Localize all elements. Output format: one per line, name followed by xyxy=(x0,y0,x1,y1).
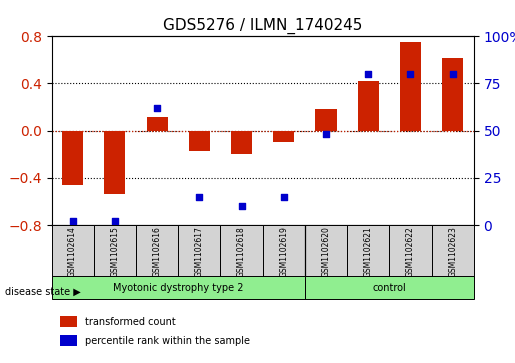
Text: GSM1102621: GSM1102621 xyxy=(364,226,373,277)
Point xyxy=(280,194,288,200)
Point xyxy=(406,71,415,77)
Text: GSM1102623: GSM1102623 xyxy=(448,226,457,277)
Bar xyxy=(104,131,125,195)
Point xyxy=(449,71,457,77)
FancyBboxPatch shape xyxy=(263,225,305,278)
Text: control: control xyxy=(372,283,406,293)
FancyBboxPatch shape xyxy=(305,276,474,299)
FancyBboxPatch shape xyxy=(305,225,347,278)
Text: GSM1102614: GSM1102614 xyxy=(68,226,77,277)
Bar xyxy=(273,131,294,143)
FancyBboxPatch shape xyxy=(52,225,94,278)
Bar xyxy=(62,131,83,185)
Bar xyxy=(400,42,421,131)
Point xyxy=(111,219,119,224)
Point xyxy=(68,219,77,224)
Text: GSM1102620: GSM1102620 xyxy=(321,226,331,277)
Text: GSM1102615: GSM1102615 xyxy=(110,226,119,277)
Text: Myotonic dystrophy type 2: Myotonic dystrophy type 2 xyxy=(113,283,244,293)
Bar xyxy=(188,131,210,151)
Bar xyxy=(442,57,463,131)
FancyBboxPatch shape xyxy=(347,225,389,278)
Bar xyxy=(60,335,77,346)
Bar xyxy=(146,117,167,131)
Bar xyxy=(60,315,77,327)
FancyBboxPatch shape xyxy=(136,225,178,278)
Text: GSM1102618: GSM1102618 xyxy=(237,226,246,277)
Point xyxy=(237,203,246,209)
Text: percentile rank within the sample: percentile rank within the sample xyxy=(85,336,250,346)
Point xyxy=(364,71,372,77)
Point xyxy=(322,131,330,137)
FancyBboxPatch shape xyxy=(94,225,136,278)
FancyBboxPatch shape xyxy=(178,225,220,278)
FancyBboxPatch shape xyxy=(432,225,474,278)
Bar xyxy=(231,131,252,154)
Text: transformed count: transformed count xyxy=(85,317,176,327)
FancyBboxPatch shape xyxy=(220,225,263,278)
Text: disease state ▶: disease state ▶ xyxy=(5,287,81,297)
Title: GDS5276 / ILMN_1740245: GDS5276 / ILMN_1740245 xyxy=(163,17,363,33)
Text: GSM1102617: GSM1102617 xyxy=(195,226,204,277)
Text: GSM1102616: GSM1102616 xyxy=(152,226,162,277)
Point xyxy=(153,105,161,111)
Bar xyxy=(315,110,336,131)
Bar xyxy=(357,81,379,131)
Point xyxy=(195,194,203,200)
FancyBboxPatch shape xyxy=(52,276,305,299)
Text: GSM1102622: GSM1102622 xyxy=(406,226,415,277)
Text: GSM1102619: GSM1102619 xyxy=(279,226,288,277)
FancyBboxPatch shape xyxy=(389,225,432,278)
